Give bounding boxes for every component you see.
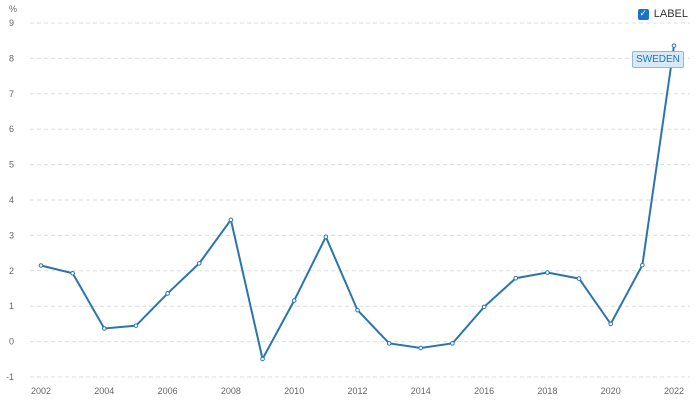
data-point[interactable]	[671, 43, 677, 48]
grid-layer	[30, 22, 690, 378]
y-tick-label: 5	[9, 160, 14, 170]
x-tick-label: 2008	[221, 386, 241, 396]
y-tick-label: 9	[9, 18, 14, 28]
data-point[interactable]	[418, 345, 424, 351]
y-tick-label: 4	[9, 195, 14, 205]
y-axis-unit: %	[9, 4, 17, 14]
data-point[interactable]	[640, 262, 645, 268]
series-layer	[38, 43, 677, 362]
x-tick-label: 2006	[158, 386, 178, 396]
y-tick-label: 0	[9, 337, 14, 347]
data-point[interactable]	[576, 276, 582, 281]
data-point[interactable]	[481, 304, 487, 310]
label-checkbox[interactable]: ✓	[637, 8, 649, 20]
x-tick-label: 2018	[537, 386, 557, 396]
data-point[interactable]	[165, 291, 170, 296]
data-point[interactable]	[386, 341, 392, 346]
y-tick-label: 7	[9, 89, 14, 99]
x-tick-label: 2020	[601, 386, 621, 396]
data-point[interactable]	[323, 234, 329, 240]
data-point[interactable]	[228, 217, 234, 223]
data-point[interactable]	[608, 321, 614, 327]
legend: ✓ LABEL	[637, 8, 688, 20]
y-tick-label: 6	[9, 124, 14, 134]
data-point[interactable]	[133, 323, 139, 328]
y-tick-label: 1	[9, 301, 14, 311]
data-point[interactable]	[545, 270, 550, 275]
data-point[interactable]	[260, 356, 265, 362]
x-tick-label: 2004	[94, 386, 114, 396]
data-point[interactable]	[38, 263, 44, 268]
data-point[interactable]	[102, 326, 107, 331]
x-tick-label: 2022	[664, 386, 684, 396]
x-tick-label: 2010	[284, 386, 304, 396]
x-tick-label: 2016	[474, 386, 494, 396]
label-toggle-text[interactable]: LABEL	[653, 8, 688, 20]
data-point[interactable]	[513, 275, 519, 281]
series-name-label: SWEDEN	[632, 51, 684, 68]
y-tick-label: 3	[9, 230, 14, 240]
data-point[interactable]	[450, 341, 455, 346]
x-tick-label: 2014	[411, 386, 431, 396]
x-axis-ticks: 2002 2004 2006 2008 2010 2012 2014 2016 2018 2020…	[31, 386, 684, 396]
data-point[interactable]	[291, 298, 297, 303]
x-tick-label: 2012	[347, 386, 367, 396]
data-point[interactable]	[196, 261, 202, 266]
data-point[interactable]	[355, 307, 360, 313]
x-tick-label: 2002	[31, 386, 51, 396]
y-tick-label: 2	[9, 266, 14, 276]
y-tick-label: 8	[9, 53, 14, 63]
y-axis-ticks: -1 0 1 2 3 4 5 6 7 8 9	[6, 18, 14, 382]
data-point[interactable]	[70, 270, 75, 276]
y-tick-label: -1	[6, 372, 14, 382]
